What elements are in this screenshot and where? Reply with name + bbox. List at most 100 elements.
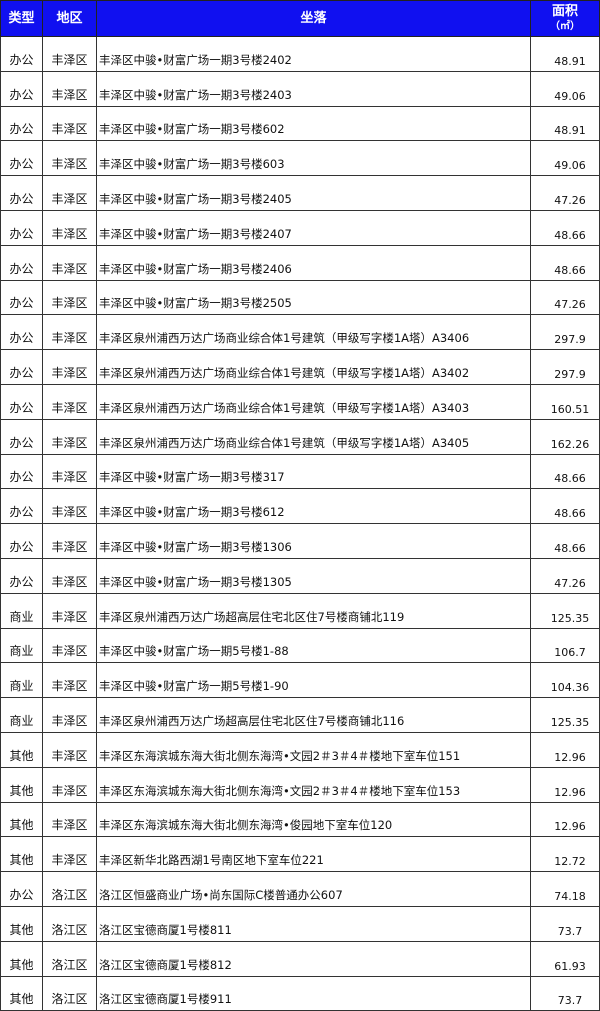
- table-row: 办公 洛江区 洛江区恒盛商业广场•尚东国际C楼普通办公607 74.18: [0, 871, 600, 907]
- header-location: 坐落: [96, 0, 531, 37]
- cell-district: 丰泽区: [42, 766, 97, 803]
- cell-type: 办公: [0, 453, 43, 490]
- cell-type: 办公: [0, 418, 43, 455]
- cell-location: 洛江区恒盛商业广场•尚东国际C楼普通办公607: [96, 871, 531, 907]
- cell-type: 办公: [0, 349, 43, 385]
- table-row: 办公 丰泽区 丰泽区泉州浦西万达广场商业综合体1号建筑（甲级写字楼1A塔）A3406…: [0, 314, 600, 351]
- cell-area: 48.91: [530, 36, 600, 72]
- cell-location: 丰泽区中骏•财富广场一期3号楼2405: [96, 175, 531, 211]
- table-row: 其他 洛江区 洛江区宝德商厦1号楼811 73.7: [0, 905, 600, 942]
- header-area-label: 面积: [551, 3, 578, 19]
- cell-district: 丰泽区: [42, 836, 97, 873]
- cell-type: 商业: [0, 697, 43, 733]
- cell-type: 其他: [0, 975, 43, 1011]
- table-row: 办公 丰泽区 丰泽区中骏•财富广场一期3号楼612 48.66: [0, 488, 600, 525]
- table-row: 办公 丰泽区 丰泽区中骏•财富广场一期3号楼1305 47.26: [0, 557, 600, 594]
- cell-location: 丰泽区东海滨城东海大街北侧东海湾•俊园地下室车位120: [96, 801, 531, 838]
- table-row: 办公 丰泽区 丰泽区中骏•财富广场一期3号楼2405 47.26: [0, 175, 600, 211]
- cell-area: 47.26: [530, 557, 600, 594]
- table-row: 办公 丰泽区 丰泽区中骏•财富广场一期3号楼603 49.06: [0, 140, 600, 177]
- cell-location: 丰泽区中骏•财富广场一期5号楼1-88: [96, 627, 531, 664]
- header-row: 类型 地区 坐落 面积 （㎡）: [0, 0, 600, 37]
- table-row: 其他 洛江区 洛江区宝德商厦1号楼911 73.7: [0, 975, 600, 1011]
- cell-area: 74.18: [530, 871, 600, 907]
- cell-type: 办公: [0, 209, 43, 246]
- cell-district: 丰泽区: [42, 418, 97, 455]
- cell-district: 丰泽区: [42, 383, 97, 420]
- cell-type: 办公: [0, 279, 43, 316]
- cell-district: 洛江区: [42, 871, 97, 907]
- cell-area: 47.26: [530, 175, 600, 211]
- cell-area: 12.96: [530, 731, 600, 768]
- header-area: 面积 （㎡）: [530, 0, 600, 37]
- cell-area: 48.91: [530, 105, 600, 142]
- cell-location: 丰泽区中骏•财富广场一期3号楼603: [96, 140, 531, 177]
- cell-area: 48.66: [530, 488, 600, 525]
- cell-district: 丰泽区: [42, 557, 97, 594]
- table-row: 办公 丰泽区 丰泽区中骏•财富广场一期3号楼1306 48.66: [0, 523, 600, 559]
- cell-area: 297.9: [530, 314, 600, 351]
- cell-district: 丰泽区: [42, 453, 97, 490]
- cell-area: 61.93: [530, 940, 600, 977]
- table-row: 办公 丰泽区 丰泽区泉州浦西万达广场商业综合体1号建筑（甲级写字楼1A塔）A3402…: [0, 349, 600, 385]
- cell-type: 办公: [0, 314, 43, 351]
- table-row: 办公 丰泽区 丰泽区中骏•财富广场一期3号楼2403 49.06: [0, 70, 600, 107]
- cell-area: 162.26: [530, 418, 600, 455]
- cell-area: 12.96: [530, 766, 600, 803]
- cell-location: 丰泽区中骏•财富广场一期3号楼2403: [96, 70, 531, 107]
- cell-district: 丰泽区: [42, 801, 97, 838]
- cell-district: 洛江区: [42, 940, 97, 977]
- cell-district: 丰泽区: [42, 731, 97, 768]
- cell-type: 其他: [0, 905, 43, 942]
- cell-district: 丰泽区: [42, 662, 97, 699]
- cell-type: 其他: [0, 766, 43, 803]
- cell-type: 办公: [0, 70, 43, 107]
- cell-area: 297.9: [530, 349, 600, 385]
- cell-area: 12.72: [530, 836, 600, 873]
- cell-type: 其他: [0, 940, 43, 977]
- cell-district: 丰泽区: [42, 244, 97, 281]
- cell-type: 商业: [0, 592, 43, 629]
- cell-district: 洛江区: [42, 975, 97, 1011]
- cell-type: 办公: [0, 383, 43, 420]
- cell-location: 丰泽区泉州浦西万达广场商业综合体1号建筑（甲级写字楼1A塔）A3403: [96, 383, 531, 420]
- cell-location: 丰泽区中骏•财富广场一期3号楼2402: [96, 36, 531, 72]
- cell-location: 丰泽区中骏•财富广场一期3号楼2407: [96, 209, 531, 246]
- table-row: 其他 丰泽区 丰泽区东海滨城东海大街北侧东海湾•俊园地下室车位120 12.96: [0, 801, 600, 838]
- table-row: 办公 丰泽区 丰泽区中骏•财富广场一期3号楼602 48.91: [0, 105, 600, 142]
- cell-type: 商业: [0, 662, 43, 699]
- header-type: 类型: [0, 0, 43, 37]
- cell-location: 丰泽区中骏•财富广场一期3号楼2406: [96, 244, 531, 281]
- cell-type: 其他: [0, 836, 43, 873]
- cell-type: 办公: [0, 105, 43, 142]
- cell-location: 洛江区宝德商厦1号楼812: [96, 940, 531, 977]
- cell-type: 办公: [0, 488, 43, 525]
- cell-location: 丰泽区中骏•财富广场一期3号楼1305: [96, 557, 531, 594]
- header-area-unit: （㎡）: [550, 20, 580, 32]
- cell-type: 其他: [0, 731, 43, 768]
- table-row: 办公 丰泽区 丰泽区中骏•财富广场一期3号楼317 48.66: [0, 453, 600, 490]
- table-row: 商业 丰泽区 丰泽区中骏•财富广场一期5号楼1-90 104.36: [0, 662, 600, 699]
- cell-location: 丰泽区泉州浦西万达广场超高层住宅北区住7号楼商铺北119: [96, 592, 531, 629]
- cell-type: 办公: [0, 523, 43, 559]
- cell-location: 丰泽区中骏•财富广场一期3号楼612: [96, 488, 531, 525]
- cell-district: 丰泽区: [42, 523, 97, 559]
- cell-area: 48.66: [530, 209, 600, 246]
- cell-type: 办公: [0, 36, 43, 72]
- cell-area: 49.06: [530, 70, 600, 107]
- cell-type: 办公: [0, 244, 43, 281]
- cell-type: 办公: [0, 175, 43, 211]
- table-row: 办公 丰泽区 丰泽区泉州浦西万达广场商业综合体1号建筑（甲级写字楼1A塔）A3403…: [0, 383, 600, 420]
- cell-location: 洛江区宝德商厦1号楼811: [96, 905, 531, 942]
- cell-location: 丰泽区中骏•财富广场一期3号楼602: [96, 105, 531, 142]
- cell-type: 办公: [0, 871, 43, 907]
- cell-location: 洛江区宝德商厦1号楼911: [96, 975, 531, 1011]
- table-row: 办公 丰泽区 丰泽区中骏•财富广场一期3号楼2402 48.91: [0, 36, 600, 72]
- cell-location: 丰泽区泉州浦西万达广场商业综合体1号建筑（甲级写字楼1A塔）A3406: [96, 314, 531, 351]
- cell-location: 丰泽区中骏•财富广场一期3号楼317: [96, 453, 531, 490]
- cell-location: 丰泽区泉州浦西万达广场超高层住宅北区住7号楼商铺北116: [96, 697, 531, 733]
- cell-type: 商业: [0, 627, 43, 664]
- cell-area: 73.7: [530, 905, 600, 942]
- cell-area: 125.35: [530, 697, 600, 733]
